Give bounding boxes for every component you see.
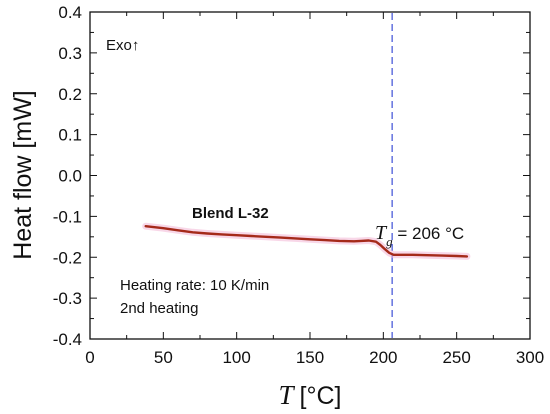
y-tick-label: 0.2 — [58, 85, 82, 104]
tg-subscript: g — [386, 234, 393, 249]
tg-symbol: T — [375, 222, 388, 244]
y-tick-label: 0.1 — [58, 126, 82, 145]
x-tick-labels: 0 50 100 150 200 250 300 — [85, 348, 544, 367]
y-axis-title: Heat flow [mW] — [9, 90, 37, 259]
heating-rate-label: Heating rate: 10 K/min — [120, 277, 269, 294]
ticks — [89, 11, 531, 340]
x-axis-symbol: T — [279, 380, 296, 410]
x-tick-label: 50 — [154, 348, 173, 367]
x-tick-label: 0 — [85, 348, 94, 367]
y-tick-label: -0.1 — [53, 207, 82, 226]
y-tick-label: -0.3 — [53, 289, 82, 308]
heating-cycle-label: 2nd heating — [120, 300, 198, 317]
series-label: Blend L-32 — [192, 205, 269, 222]
y-tick-label: 0.0 — [58, 167, 82, 186]
y-tick-label: 0.3 — [58, 44, 82, 63]
x-axis-unit: [°C] — [300, 382, 342, 410]
x-tick-label: 300 — [516, 348, 544, 367]
series — [142, 222, 471, 260]
y-tick-label: -0.4 — [53, 330, 82, 349]
tg-annotation: Tg = 206 °C — [375, 222, 464, 249]
x-tick-label: 200 — [369, 348, 397, 367]
x-tick-label: 100 — [222, 348, 250, 367]
y-tick-label: -0.2 — [53, 248, 82, 267]
y-tick-labels: 0.4 0.3 0.2 0.1 0.0 -0.1 -0.2 -0.3 -0.4 — [53, 3, 82, 349]
series-line — [144, 224, 469, 258]
x-tick-label: 150 — [296, 348, 324, 367]
y-tick-label: 0.4 — [58, 3, 82, 22]
x-tick-label: 250 — [442, 348, 470, 367]
x-axis-title: T [°C] — [279, 380, 342, 410]
exo-label: Exo↑ — [106, 37, 139, 54]
tg-value: = 206 °C — [393, 224, 465, 243]
